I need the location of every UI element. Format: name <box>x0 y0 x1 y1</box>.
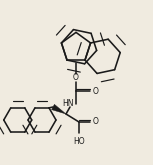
Text: HN: HN <box>62 99 74 109</box>
Text: O: O <box>73 73 79 82</box>
Text: O: O <box>93 86 99 96</box>
Text: O: O <box>93 117 99 127</box>
Text: HO: HO <box>73 137 85 146</box>
Polygon shape <box>52 104 66 114</box>
